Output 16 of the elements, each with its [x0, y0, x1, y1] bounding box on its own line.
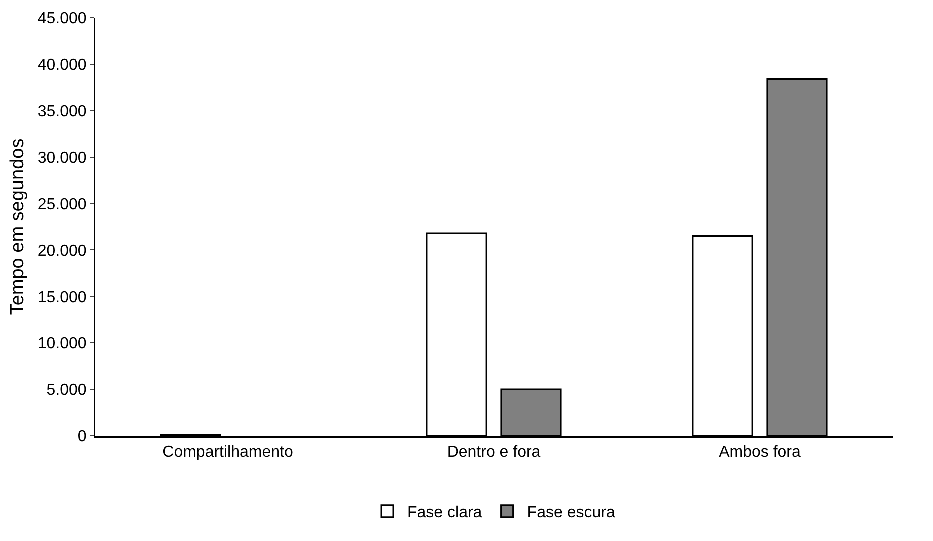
y-tick-label: 5.000	[46, 382, 87, 400]
y-tick-label: 45.000	[38, 10, 87, 28]
y-tick-label: 35.000	[38, 103, 87, 120]
y-axis-title: Tempo em segundos	[8, 138, 29, 316]
y-tick-label: 40.000	[38, 57, 87, 74]
y-tick-label: 10.000	[38, 336, 87, 353]
y-tick-label: 20.000	[38, 242, 87, 260]
y-tick-label: 15.000	[38, 289, 87, 306]
legend-label: Fase clara	[408, 504, 482, 522]
y-tick-label: 0	[78, 428, 87, 446]
y-tick-label: 25.000	[38, 196, 87, 214]
y-tick-label: 30.000	[38, 150, 87, 167]
x-tick-label: Compartilhamento	[162, 444, 294, 461]
legend-label: Fase escura	[527, 504, 616, 522]
x-tick-label: Ambos fora	[719, 444, 802, 461]
x-tick-label: Dentro e fora	[447, 444, 541, 461]
